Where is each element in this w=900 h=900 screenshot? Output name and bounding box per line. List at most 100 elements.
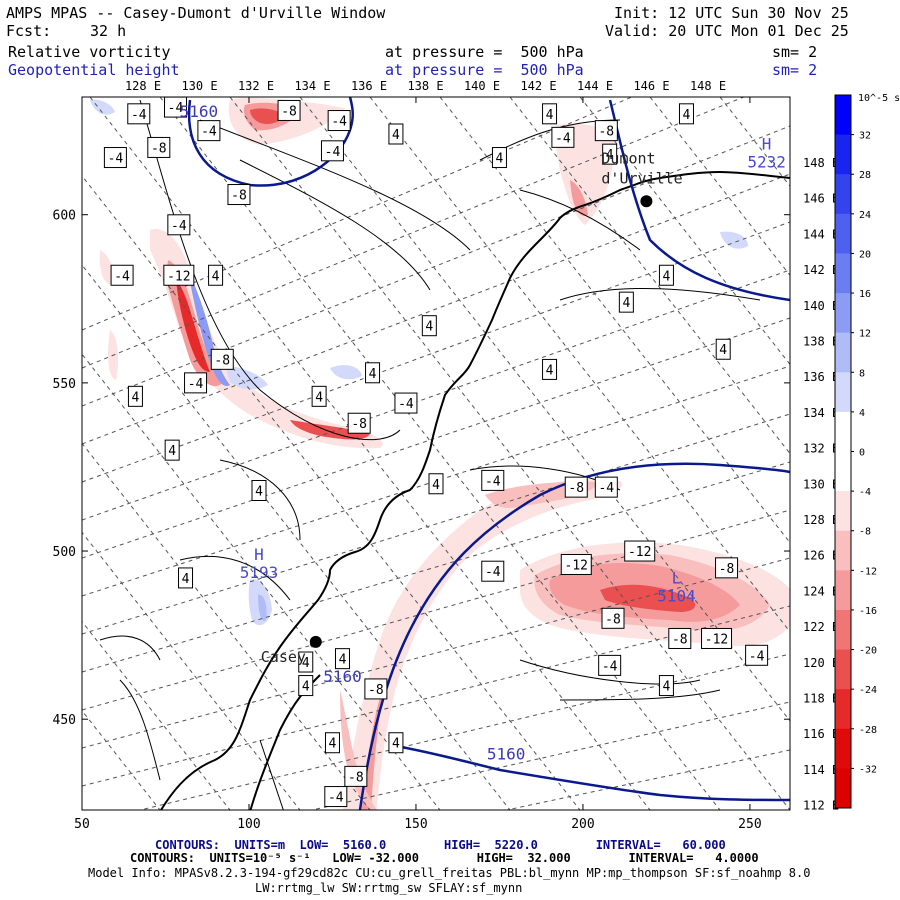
pressure-center-type: H xyxy=(762,135,772,154)
vorticity-label: -12 xyxy=(705,632,728,647)
top-lon-label: 148 E xyxy=(690,79,726,93)
right-lon-label: 144 E xyxy=(803,227,839,241)
vorticity-label-box xyxy=(324,786,348,808)
graticule-line xyxy=(82,97,634,331)
graticule-line xyxy=(82,442,371,810)
right-lon-label: 146 E xyxy=(803,192,839,206)
top-lon-label: 136 E xyxy=(351,79,387,93)
vorticity-label: 4 xyxy=(719,343,727,358)
pressure-center-value: 5193 xyxy=(240,563,279,582)
map-graticule xyxy=(82,97,790,810)
vorticity-label: -8 xyxy=(598,125,614,140)
vorticity-label: -12 xyxy=(167,269,190,284)
top-lon-label: 138 E xyxy=(407,79,443,93)
colorbar-segment xyxy=(835,570,851,611)
vorticity-label: 4 xyxy=(315,390,323,405)
vorticity-label-box xyxy=(481,560,505,582)
vorticity-label-box xyxy=(594,120,618,142)
top-lon-label: 130 E xyxy=(181,79,217,93)
right-lon-label: 120 E xyxy=(803,656,839,670)
graticule-line xyxy=(579,97,790,366)
y-tick-label: 550 xyxy=(53,377,76,392)
colorbar-tick-label: -16 xyxy=(859,606,877,617)
vorticity-label-box xyxy=(624,540,656,562)
vorticity-label-box xyxy=(618,291,634,313)
vorticity-label-box xyxy=(110,264,134,286)
vorticity-label-box xyxy=(564,476,588,498)
vorticity-label-box xyxy=(364,678,388,700)
field1-level: at pressure = 500 hPa xyxy=(385,43,584,61)
vorticity-label-box xyxy=(394,392,418,414)
colorbar-tick-label: -8 xyxy=(859,527,871,538)
colorbar-tick-label: -28 xyxy=(859,725,877,736)
vorticity-label: 4 xyxy=(182,572,190,587)
colorbar-segment xyxy=(835,491,851,532)
vorticity-label: -8 xyxy=(368,683,384,698)
vorticity-label: 4 xyxy=(329,737,337,752)
station-name: Casey xyxy=(261,648,306,666)
vorticity-label-box xyxy=(320,140,344,162)
vorticity-label-box xyxy=(208,264,224,286)
vorticity-label: -4 xyxy=(749,649,765,664)
vorticity-label: 4 xyxy=(255,484,263,499)
vorticity-label-box xyxy=(388,732,404,754)
vorticity-label: -4 xyxy=(168,101,184,116)
vorticity-label-box xyxy=(715,557,739,579)
vorticity-label: -4 xyxy=(171,219,187,234)
colorbar-segment xyxy=(835,174,851,215)
x-axis: 50 100 150 200 250 xyxy=(74,97,762,832)
vorticity-label-box xyxy=(560,553,592,575)
top-lon-label: 146 E xyxy=(633,79,669,93)
vorticity-label-box xyxy=(167,214,191,236)
colorbar-tick-label: 0 xyxy=(859,448,865,459)
field2-name: Geopotential height xyxy=(8,61,180,79)
vorticity-label: -4 xyxy=(598,481,614,496)
right-lon-label: 142 E xyxy=(803,263,839,277)
y-tick-label: 450 xyxy=(53,713,76,728)
vorticity-labels: -4 -4 -8-4-8-4-4-44-84-4 -844 4-4-4 -12 4 4444-… xyxy=(103,97,769,808)
y-axis: 450 500 550 600 xyxy=(53,209,790,728)
vorticity-label: 4 xyxy=(496,152,504,167)
colorbar-units: 10^-5 s^-1 xyxy=(858,93,900,104)
valid-time: Valid: 20 UTC Mon 01 Dec 25 xyxy=(605,22,849,40)
graticule-line xyxy=(504,749,790,810)
vorticity-label-box xyxy=(428,473,444,495)
vorticity-label: 4 xyxy=(302,680,310,695)
colorbar-tick-label: 16 xyxy=(859,289,871,300)
field2-smoothing: sm= 2 xyxy=(772,61,818,79)
graticule-line xyxy=(82,461,790,673)
top-lon-label: 132 E xyxy=(238,79,274,93)
right-lon-label: 136 E xyxy=(803,370,839,384)
vorticity-label: -8 xyxy=(351,417,367,432)
graticule-line xyxy=(82,620,231,810)
forecast-label: Fcst: xyxy=(6,22,52,40)
vorticity-label: -4 xyxy=(602,659,618,674)
colorbar-segment xyxy=(835,768,851,809)
forecast-hour: 32 h xyxy=(90,22,127,40)
height-contours xyxy=(187,97,790,810)
colorbar-tick-label: 28 xyxy=(859,170,871,181)
y-tick-label: 600 xyxy=(53,209,76,224)
vorticity-label: -4 xyxy=(188,377,204,392)
vorticity-label: -8 xyxy=(568,481,584,496)
vorticity-label-box xyxy=(347,412,371,434)
init-time: Init: 12 UTC Sun 30 Nov 25 xyxy=(614,4,849,22)
vorticity-label-box xyxy=(298,651,314,673)
graticule-line xyxy=(89,97,651,810)
graticule-line xyxy=(309,701,790,810)
graticule-line xyxy=(82,353,441,810)
colorbar-tick-label: -32 xyxy=(859,764,877,775)
plot-frame xyxy=(81,96,791,811)
vorticity-label: -8 xyxy=(214,353,230,368)
vorticity-label: 4 xyxy=(622,296,630,311)
vorticity-label: 4 xyxy=(369,367,377,382)
colorbar-segment xyxy=(835,213,851,254)
vorticity-label-box xyxy=(103,147,127,169)
right-lon-label: 130 E xyxy=(803,477,839,491)
vorticity-label-box xyxy=(210,348,234,370)
vorticity-label: -8 xyxy=(348,770,364,785)
right-longitude-labels: 148 E 146 E 144 E 142 E 140 E 138 E 136 E 134 E… xyxy=(803,156,839,813)
vorticity-label: 4 xyxy=(663,680,671,695)
colorbar-tick-label: 4 xyxy=(859,408,865,419)
